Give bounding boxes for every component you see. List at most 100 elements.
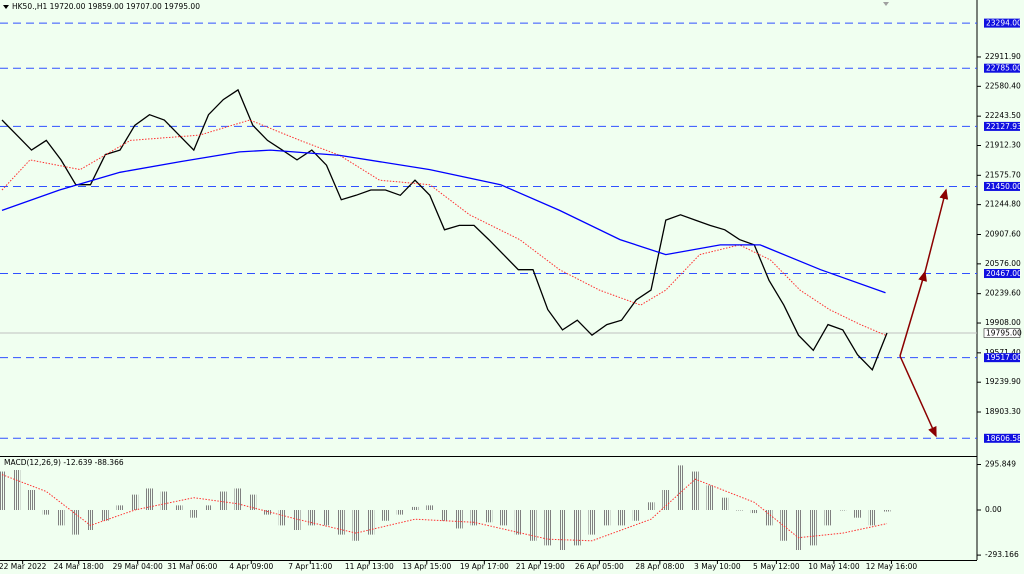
series-line bbox=[1, 88, 888, 371]
level-label: 19517.00 bbox=[986, 353, 1022, 362]
macd-bar bbox=[824, 510, 832, 526]
x-tick-label: 26 Apr 05:00 bbox=[575, 562, 624, 571]
macd-bar bbox=[839, 510, 847, 511]
macd-bar bbox=[750, 510, 758, 514]
macd-bar bbox=[249, 494, 257, 510]
y-tick-label: 19908.00 bbox=[985, 318, 1021, 327]
series-line bbox=[1, 474, 888, 542]
x-tick-label: 11 Apr 13:00 bbox=[345, 562, 394, 571]
macd-bar bbox=[264, 510, 272, 515]
x-tick-label: 7 Apr 11:00 bbox=[288, 562, 332, 571]
macd-bar bbox=[736, 510, 744, 511]
macd-header: MACD(12,26,9) -12.639 -88.366 bbox=[4, 458, 124, 467]
macd-bar bbox=[160, 491, 168, 510]
macd-bar bbox=[278, 510, 286, 526]
y-tick-label: 19239.90 bbox=[985, 377, 1021, 386]
macd-bar bbox=[677, 465, 685, 510]
macd-bar bbox=[883, 510, 891, 512]
level-label-box bbox=[984, 63, 1020, 73]
chart-header: HK50.,H1 19720.00 19859.00 19707.00 1979… bbox=[12, 2, 200, 11]
x-tick-label: 22 Mar 2022 bbox=[0, 562, 47, 571]
macd-bar bbox=[647, 502, 655, 510]
y-tick-label: 20576.00 bbox=[985, 259, 1021, 268]
macd-bar bbox=[323, 510, 331, 526]
macd-bar bbox=[721, 497, 729, 510]
y-tick-label: 21575.70 bbox=[985, 170, 1021, 179]
macd-bar bbox=[13, 470, 21, 510]
macd-bar bbox=[411, 506, 419, 510]
macd-bar bbox=[514, 510, 522, 535]
x-tick-label: 4 Apr 09:00 bbox=[229, 562, 273, 571]
level-label: 22127.93 bbox=[986, 122, 1022, 131]
x-tick-label: 10 May 14:00 bbox=[808, 562, 860, 571]
macd-bar bbox=[396, 510, 404, 515]
macd-bar bbox=[382, 510, 390, 521]
y-tick-label: 21244.80 bbox=[985, 200, 1021, 209]
macd-bar bbox=[175, 505, 183, 510]
y-tick-label: 22243.50 bbox=[985, 111, 1021, 120]
x-tick-label: 24 Mar 18:00 bbox=[54, 562, 104, 571]
level-label-box bbox=[984, 121, 1020, 131]
x-tick-label: 5 May 12:00 bbox=[753, 562, 800, 571]
up-arrow bbox=[899, 188, 949, 357]
level-label: 23294.00 bbox=[986, 19, 1022, 28]
level-label: 21450.00 bbox=[986, 182, 1022, 191]
x-tick-label: 21 Apr 19:00 bbox=[516, 562, 565, 571]
macd-bar bbox=[809, 510, 817, 546]
x-tick-label: 29 Mar 04:00 bbox=[113, 562, 163, 571]
y-tick-label: 20907.60 bbox=[985, 229, 1021, 238]
macd-bar bbox=[500, 510, 508, 526]
macd-bar bbox=[426, 505, 434, 510]
current-price-label: 19795.00 bbox=[986, 329, 1022, 338]
macd-bar bbox=[308, 510, 316, 526]
x-tick-label: 31 Mar 06:00 bbox=[167, 562, 217, 571]
macd-bar bbox=[780, 510, 788, 541]
level-label: 22785.00 bbox=[986, 64, 1022, 73]
macd-bar bbox=[795, 510, 803, 550]
current-price-box bbox=[983, 328, 1021, 338]
macd-bar bbox=[868, 510, 876, 526]
macd-bar bbox=[559, 510, 567, 550]
macd-bar bbox=[0, 471, 6, 510]
y-tick-label: 21912.30 bbox=[985, 140, 1021, 149]
macd-bar bbox=[573, 510, 581, 546]
macd-bar bbox=[632, 510, 640, 521]
macd-bar bbox=[146, 488, 154, 510]
y-tick-label: 18903.30 bbox=[985, 407, 1021, 416]
x-tick-label: 13 Apr 15:00 bbox=[402, 562, 451, 571]
level-label: 20467.00 bbox=[986, 269, 1022, 278]
y-tick-label: 19571.40 bbox=[985, 348, 1021, 357]
level-label-box bbox=[984, 353, 1020, 363]
macd-bar bbox=[72, 510, 80, 535]
level-label-box bbox=[984, 269, 1020, 279]
macd-bar bbox=[87, 510, 95, 530]
macd-bar bbox=[101, 510, 109, 521]
macd-bar bbox=[190, 510, 198, 518]
y-tick-label: -293.166 bbox=[985, 550, 1019, 559]
y-tick-label: 0.00 bbox=[985, 505, 1002, 514]
macd-bar bbox=[441, 510, 449, 521]
y-tick-label: 295.849 bbox=[985, 459, 1016, 468]
x-tick-label: 12 May 16:00 bbox=[866, 562, 918, 571]
macd-bar bbox=[854, 510, 862, 518]
macd-bar bbox=[116, 505, 124, 510]
x-tick-label: 3 May 10:00 bbox=[694, 562, 741, 571]
x-tick-label: 19 Apr 17:00 bbox=[460, 562, 509, 571]
macd-bar bbox=[42, 510, 50, 515]
y-tick-label: 20239.60 bbox=[985, 289, 1021, 298]
macd-bar bbox=[352, 510, 360, 541]
macd-bar bbox=[219, 491, 227, 510]
down-arrow bbox=[899, 355, 937, 438]
macd-bar bbox=[662, 490, 670, 510]
macd-bar bbox=[470, 510, 478, 526]
macd-bar bbox=[367, 510, 375, 535]
x-tick-label: 28 Apr 08:00 bbox=[635, 562, 684, 571]
macd-bar bbox=[57, 510, 65, 526]
series-line bbox=[1, 149, 886, 294]
macd-bar bbox=[706, 485, 714, 510]
macd-bar bbox=[131, 494, 139, 510]
macd-bar bbox=[529, 510, 537, 541]
macd-bar bbox=[28, 490, 36, 510]
